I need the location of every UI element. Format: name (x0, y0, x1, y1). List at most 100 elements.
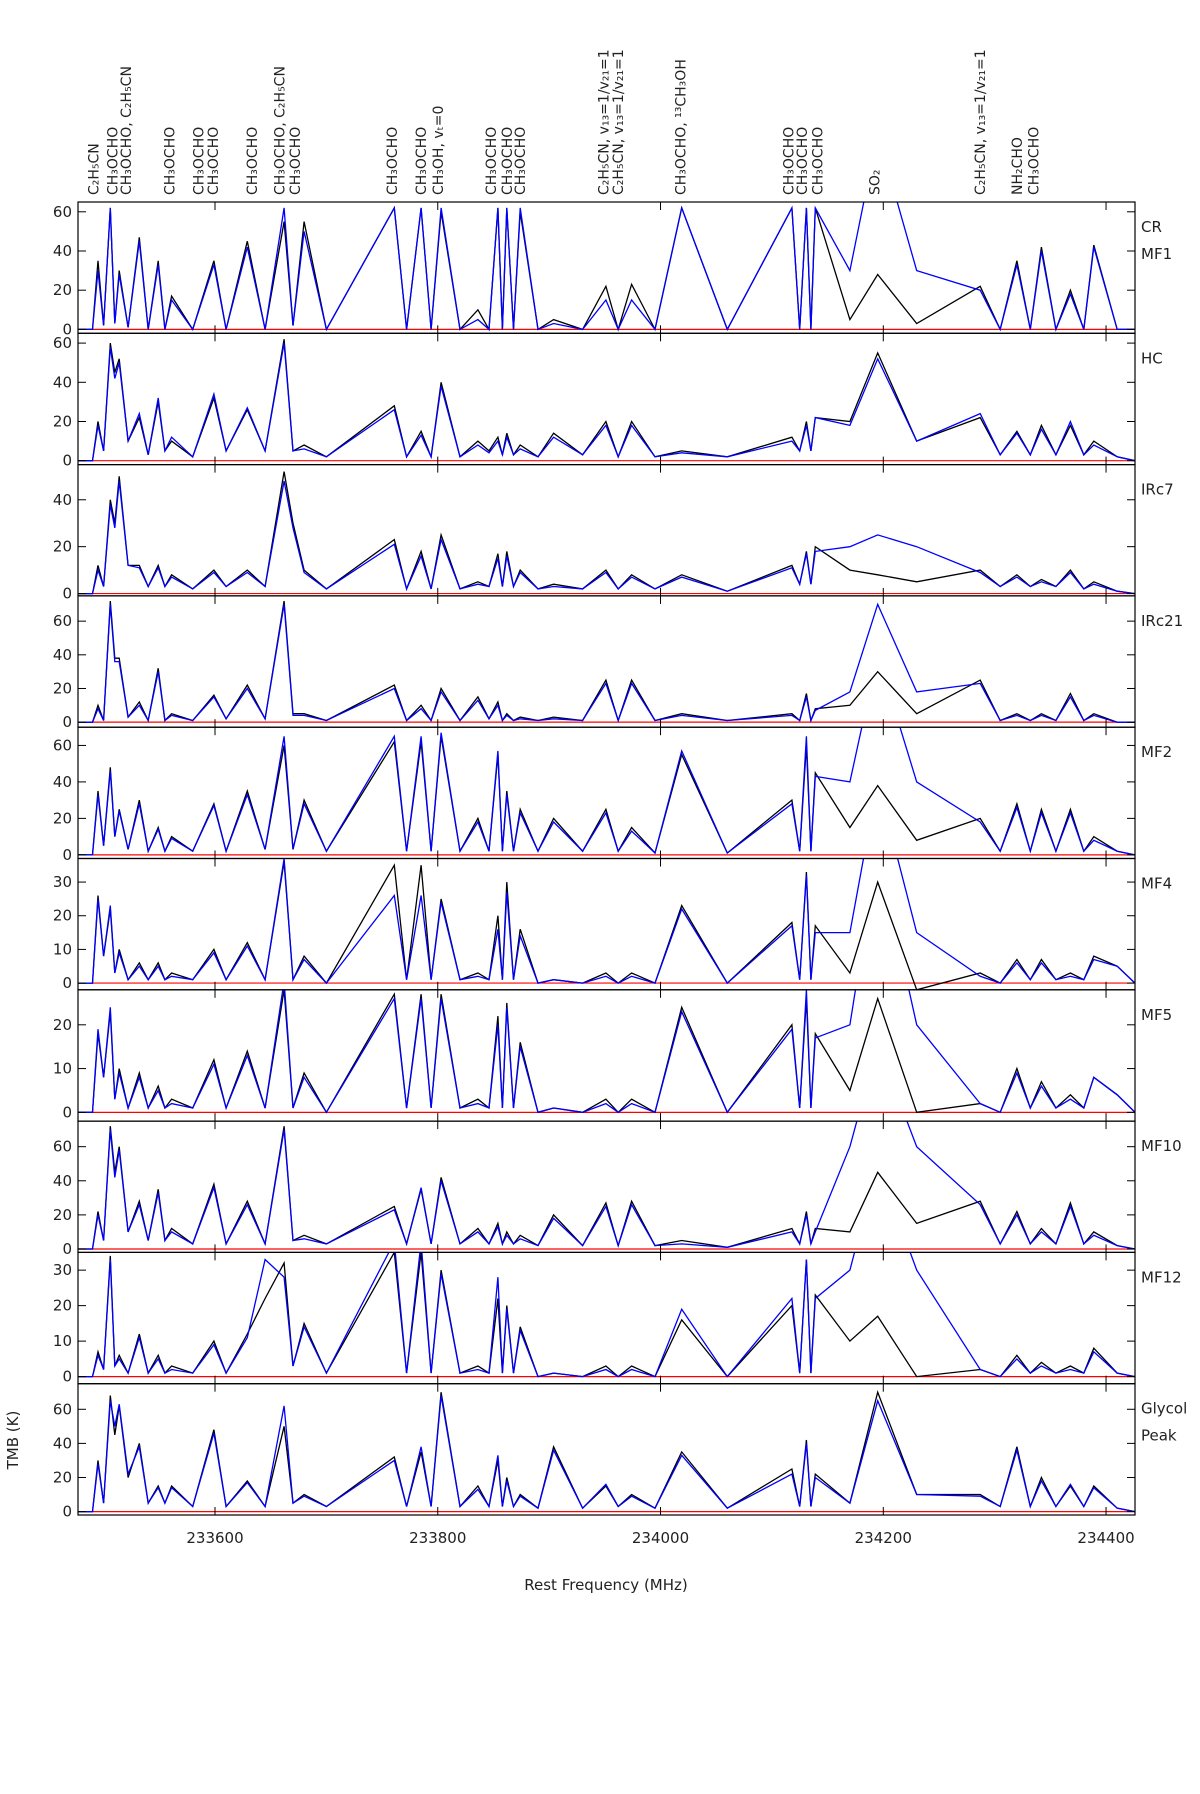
panel-label: Peak (1141, 1427, 1177, 1445)
y-tick-label: 60 (53, 1400, 72, 1418)
y-tick-label: 20 (53, 281, 72, 299)
panel-frame (77, 857, 1136, 991)
spectrum-line (78, 205, 1135, 332)
spectrum-line (78, 861, 1135, 990)
line-annotation: CH₃OCHO (484, 127, 500, 195)
panel-frame (77, 1383, 1136, 1516)
panel-frame (77, 464, 1136, 597)
panel-label: MF2 (1141, 743, 1172, 761)
y-tick-label: 0 (62, 713, 72, 731)
panel: 0 20 40 60 HC (53, 332, 1163, 470)
x-tick-label: 234200 (855, 1529, 912, 1547)
spectrum-line (78, 342, 1135, 462)
panel-frame (77, 595, 1136, 728)
y-tick-label: 0 (62, 1503, 72, 1521)
line-annotation: CH₃OCHO (288, 127, 304, 195)
panel-label: IRc21 (1141, 612, 1183, 630)
y-tick-label: 60 (53, 203, 72, 221)
line-annotation: CH₃OH, vₜ=0 (431, 106, 447, 195)
y-tick-label: 0 (62, 585, 72, 603)
panel: 0 20 40 60 IRc21 (53, 595, 1183, 731)
panel-label: MF12 (1141, 1268, 1182, 1286)
y-tick-label: 60 (53, 334, 72, 352)
y-tick-label: 20 (53, 412, 72, 430)
line-annotation: C₂H₅CN, v₁₃=1/v₂₁=1 (611, 49, 627, 195)
spectrum-line (78, 727, 1135, 856)
panel-label: MF5 (1141, 1006, 1172, 1024)
line-annotation: CH₃OCHO (414, 127, 430, 195)
y-tick-label: 20 (53, 809, 72, 827)
panel-label: MF10 (1141, 1137, 1182, 1155)
panel-label: Glycol (1141, 1400, 1187, 1418)
line-annotation: CH₃OCHO (500, 127, 516, 195)
line-annotation: CH₃OCHO (106, 127, 122, 195)
spectrum-line (78, 480, 1135, 595)
line-annotation: CH₃OCHO (782, 127, 798, 195)
x-tick-label: 233800 (409, 1529, 466, 1547)
panel: 0 10 20 MF5 (53, 989, 1172, 1122)
spectrum-line (78, 1252, 1135, 1378)
spectrum-line (78, 471, 1135, 595)
spectrum-line (78, 602, 1135, 723)
spectrum-line (78, 202, 1135, 332)
line-annotation: CH₃OCHO (795, 127, 811, 195)
y-tick-label: 60 (53, 1138, 72, 1156)
panel-label: MF4 (1141, 875, 1172, 893)
y-axis-label: TMB (K) (4, 1411, 22, 1471)
y-tick-label: 0 (62, 974, 72, 992)
y-tick-label: 40 (53, 373, 72, 391)
line-annotation: CH₃OCHO (206, 127, 222, 195)
y-tick-label: 0 (62, 1368, 72, 1386)
y-tick-label: 20 (53, 1297, 72, 1315)
y-tick-label: 20 (53, 907, 72, 925)
line-annotation: C₂H₅CN, v₁₃=1/v₂₁=1 (597, 49, 613, 195)
y-tick-label: 20 (53, 679, 72, 697)
spectrum-line (78, 1126, 1135, 1250)
panel: 0 20 40 IRc7 (53, 464, 1174, 603)
line-annotation: CH₃OCHO, C₂H₅CN (119, 66, 135, 195)
spectrum-line (78, 989, 1135, 1114)
panel-frame (77, 201, 1136, 334)
x-axis-label: Rest Frequency (MHz) (524, 1576, 688, 1594)
y-tick-label: 40 (53, 1434, 72, 1452)
y-tick-label: 0 (62, 846, 72, 864)
line-annotation: CH₃OCHO, C₂H₅CN (273, 66, 289, 195)
y-tick-label: 20 (53, 1016, 72, 1034)
x-tick-label: 234000 (632, 1529, 689, 1547)
panel: 0 20 40 60 MF10 (53, 1120, 1182, 1258)
panel-frame (77, 1120, 1136, 1253)
y-tick-label: 60 (53, 612, 72, 630)
x-tick-label: 233600 (186, 1529, 243, 1547)
y-tick-label: 0 (62, 452, 72, 470)
y-tick-label: 60 (53, 736, 72, 754)
y-tick-label: 0 (62, 1103, 72, 1121)
y-tick-label: 20 (53, 1206, 72, 1224)
y-tick-label: 20 (53, 538, 72, 556)
panel-label: CR (1141, 218, 1162, 236)
y-tick-label: 0 (62, 1240, 72, 1258)
panel-label: HC (1141, 349, 1163, 367)
panel-label: IRc7 (1141, 481, 1174, 499)
line-annotation: CH₃OCHO (1027, 127, 1043, 195)
line-annotation: CH₃OCHO (385, 127, 401, 195)
panel: 0 10 20 30 MF4 (53, 857, 1172, 992)
panel-label: MF1 (1141, 245, 1172, 263)
spectrum-line (78, 1121, 1135, 1250)
spectrum-line (78, 1395, 1135, 1513)
y-tick-label: 40 (53, 491, 72, 509)
y-tick-label: 30 (53, 873, 72, 891)
panel: 0 20 40 60 Glycol Peak (53, 1383, 1187, 1521)
panel-frame (77, 989, 1136, 1122)
line-annotation: SO₂ (867, 169, 883, 195)
y-tick-label: 10 (53, 1060, 72, 1078)
spectrum-line (78, 1252, 1135, 1378)
line-annotation: CH₃OCHO, ¹³CH₃OH (674, 59, 690, 195)
y-tick-label: 10 (53, 1332, 72, 1350)
panel: 0 10 20 30 MF12 (53, 1251, 1182, 1386)
y-tick-label: 40 (53, 1172, 72, 1190)
line-annotation: CH₃OCHO (245, 127, 261, 195)
y-tick-label: 0 (62, 320, 72, 338)
panel-frame (77, 726, 1136, 860)
panel-frame (77, 332, 1136, 466)
